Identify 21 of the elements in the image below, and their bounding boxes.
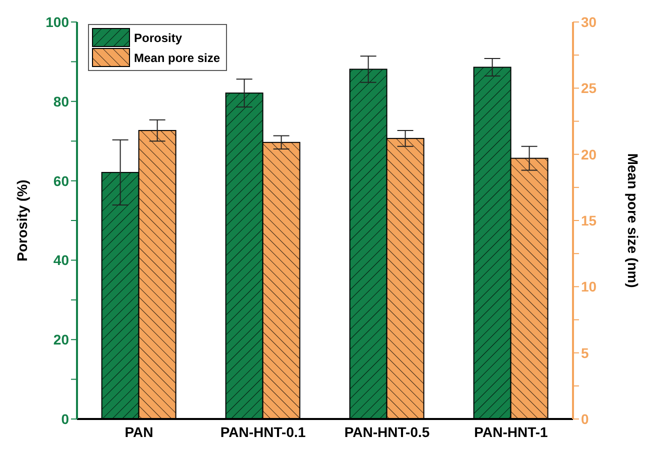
y-tick-label: 20 xyxy=(53,332,70,348)
y-tick-label: 60 xyxy=(53,172,70,189)
legend-label: Mean pore size xyxy=(134,50,220,64)
y2-tick-label: 20 xyxy=(581,146,597,162)
y-tick-label: 40 xyxy=(53,252,70,268)
y2-tick-label: 30 xyxy=(581,14,597,30)
y2-axis-title: Mean pore size (nm) xyxy=(625,153,642,288)
legend-label: Porosity xyxy=(134,30,182,44)
y2-tick-label: 10 xyxy=(581,278,597,295)
y2-tick-label: 0 xyxy=(581,410,589,427)
x-tick-label: PAN-HNT-0.5 xyxy=(344,424,430,440)
x-tick-label: PAN-HNT-1 xyxy=(474,424,548,440)
y2-tick-label: 25 xyxy=(581,80,597,96)
x-tick-label: PAN xyxy=(124,424,154,440)
x-tick-label: PAN-HNT-0.1 xyxy=(220,424,306,440)
y2-tick-label: 15 xyxy=(581,212,597,228)
y2-tick-label: 5 xyxy=(581,344,589,361)
y-tick-label: 0 xyxy=(61,410,70,427)
y-axis-title: Porosity (%) xyxy=(14,180,30,262)
y-tick-label: 80 xyxy=(53,93,70,110)
y-tick-label: 100 xyxy=(46,14,70,30)
